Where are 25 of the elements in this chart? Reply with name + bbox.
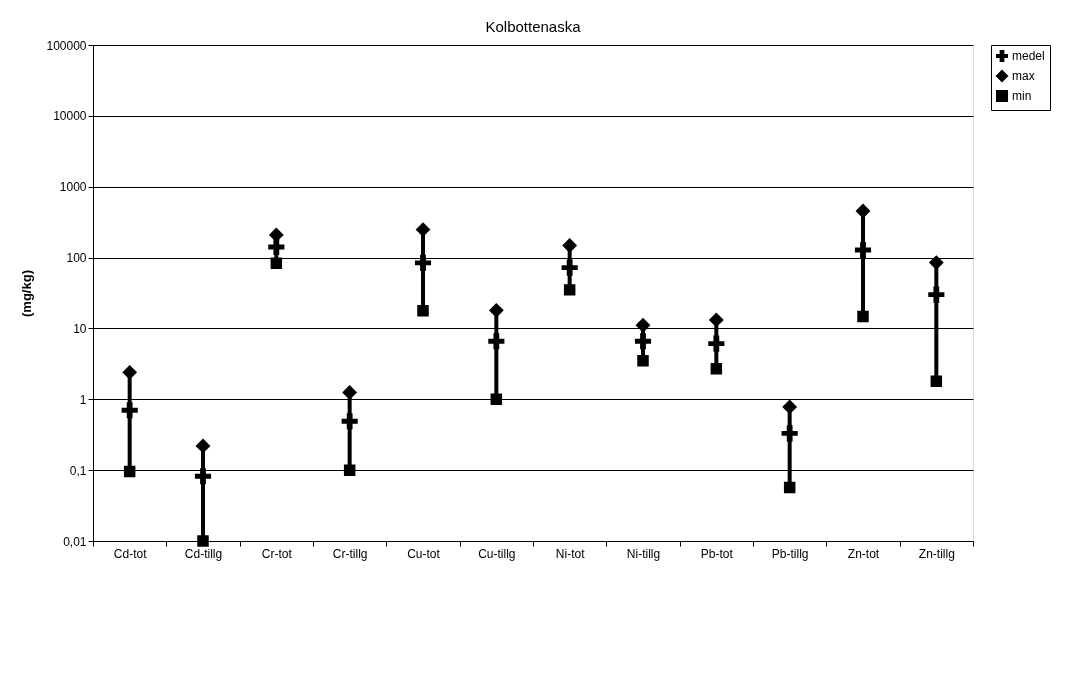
x-tick-label: Cu-tillg	[478, 546, 516, 561]
x-tick-label: Ni-tot	[555, 546, 586, 561]
y-axis-title: (mg/kg)	[19, 270, 35, 317]
x-tick-label: Cr-tot	[261, 546, 293, 561]
x-tick-label: Ni-tillg	[626, 546, 661, 561]
x-tick-label: Cr-tillg	[332, 546, 368, 561]
y-tick-label: 100	[66, 251, 87, 266]
legend-label: min	[1012, 89, 1032, 103]
y-tick-label: 1	[79, 392, 87, 407]
chart-title: Kolbottenaska	[485, 18, 582, 35]
x-tick-label: Cd-tot	[113, 546, 148, 561]
x-tick-label: Pb-tillg	[771, 546, 809, 561]
legend-label: medel	[1012, 49, 1045, 63]
y-tick-label: 0,01	[63, 534, 87, 549]
x-tick-label: Pb-tot	[700, 546, 734, 561]
y-tick-label: 10000	[53, 109, 87, 124]
y-tick-label: 0,1	[69, 463, 87, 478]
x-tick-label: Cd-tillg	[184, 546, 223, 561]
x-tick-label: Cu-tot	[407, 546, 441, 561]
x-tick-label: Zn-tot	[847, 546, 880, 561]
legend-label: max	[1012, 69, 1035, 83]
y-tick-label: 1000	[59, 180, 87, 195]
x-tick-label: Zn-tillg	[918, 546, 955, 561]
y-tick-label: 10	[73, 321, 87, 336]
y-tick-label: 100000	[46, 38, 87, 53]
